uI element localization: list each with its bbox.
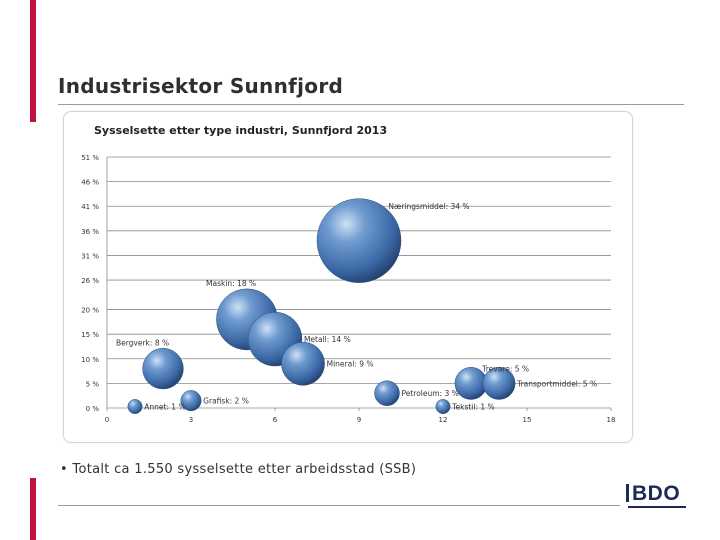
bubble-point [435,399,451,414]
y-tick-label: 20 % [81,307,99,315]
footer-divider [58,505,620,506]
bubble-point [374,380,400,406]
y-tick-label: 51 % [81,154,99,162]
y-tick-label: 10 % [81,356,99,364]
bubble-point [482,367,516,400]
bubble-point [281,341,325,386]
bullet-marker: • [60,462,68,477]
data-label: Trevare: 5 % [481,364,529,373]
y-tick-label: 15 % [81,331,99,339]
data-label: Annet: 1 % [144,403,185,412]
data-label: Mineral: 9 % [327,360,374,369]
data-label: Metall: 14 % [304,335,351,344]
x-tick-label: 6 [273,416,278,424]
x-tick-label: 18 [607,416,616,424]
slide-title: Industrisektor Sunnfjord [58,74,344,98]
data-label: Bergverk: 8 % [116,338,169,347]
bdo-logo-underline [628,506,686,508]
chart-title: Sysselsette etter type industri, Sunnfjo… [94,124,387,137]
y-tick-label: 31 % [81,252,99,260]
x-tick-label: 12 [439,416,448,424]
y-tick-label: 5 % [86,380,100,388]
bubble-point [142,348,184,390]
x-tick-label: 9 [357,416,361,424]
chart-frame: Sysselsette etter type industri, Sunnfjo… [63,111,633,443]
data-label: Tekstil: 1 % [451,403,494,412]
bubble-point [180,390,202,412]
bullet-text-content: Totalt ca 1.550 sysselsette etter arbeid… [72,462,417,477]
data-label: Grafisk: 2 % [203,397,249,406]
accent-bar-top [30,0,36,122]
bdo-logo-text: BDO [632,482,681,505]
y-tick-label: 0 % [86,405,100,413]
data-label: Næringsmiddel: 34 % [388,202,469,211]
x-tick-label: 0 [105,416,109,424]
x-tick-label: 15 [523,416,532,424]
bubble-chart: Sysselsette etter type industri, Sunnfjo… [81,124,616,424]
x-tick-label: 3 [189,416,193,424]
data-label: Petroleum: 3 % [401,389,458,398]
data-label: Maskin: 18 % [206,279,256,288]
bdo-logo: BDO [626,482,680,506]
y-tick-label: 26 % [81,277,99,285]
y-tick-label: 41 % [81,203,99,211]
accent-bar-bottom [30,478,36,540]
bubble-point [316,198,402,283]
bullet-text: • Totalt ca 1.550 sysselsette etter arbe… [60,462,416,477]
data-label: Transportmiddel: 5 % [516,379,597,388]
y-tick-label: 46 % [81,179,99,187]
title-divider [58,104,684,105]
bubble-point [127,399,143,414]
y-tick-label: 36 % [81,228,99,236]
